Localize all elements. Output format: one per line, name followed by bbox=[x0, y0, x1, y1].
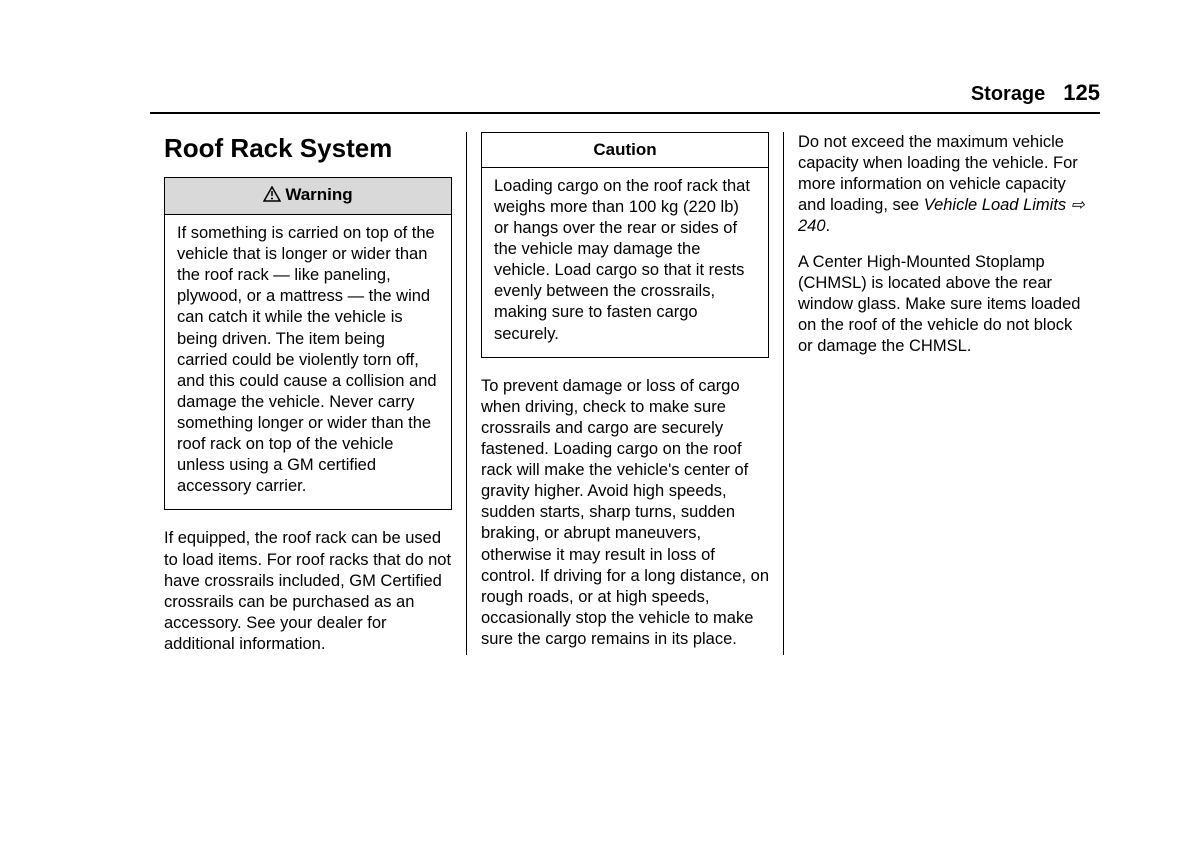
warning-box: Warning If something is carried on top o… bbox=[164, 177, 452, 510]
column-1: Roof Rack System Warning If something is… bbox=[150, 132, 466, 655]
page-number: 125 bbox=[1063, 80, 1100, 106]
caution-label: Caution bbox=[593, 140, 656, 159]
column-3: Do not exceed the maximum vehicle capaci… bbox=[783, 132, 1100, 655]
column-2: Caution Loading cargo on the roof rack t… bbox=[466, 132, 783, 655]
section-title: Storage bbox=[971, 83, 1045, 106]
cross-reference-link[interactable]: Vehicle Load Limits bbox=[924, 196, 1066, 214]
col1-paragraph: If equipped, the roof rack can be used t… bbox=[164, 528, 452, 655]
content-columns: Roof Rack System Warning If something is… bbox=[150, 132, 1100, 655]
caution-header: Caution bbox=[482, 133, 768, 168]
col2-paragraph: To prevent damage or loss of cargo when … bbox=[481, 376, 769, 650]
col3-p1-end: . bbox=[826, 217, 831, 235]
warning-header: Warning bbox=[165, 178, 451, 215]
col3-paragraph-2: A Center High-Mounted Stoplamp (CHMSL) i… bbox=[798, 252, 1086, 358]
warning-triangle-icon bbox=[263, 186, 281, 208]
page-header: Storage 125 bbox=[150, 80, 1100, 114]
warning-label: Warning bbox=[285, 185, 352, 204]
caution-body: Loading cargo on the roof rack that weig… bbox=[482, 168, 768, 357]
manual-page: Storage 125 Roof Rack System Warning If … bbox=[0, 0, 1200, 695]
warning-body: If something is carried on top of the ve… bbox=[165, 215, 451, 509]
col3-paragraph-1: Do not exceed the maximum vehicle capaci… bbox=[798, 132, 1086, 238]
topic-title: Roof Rack System bbox=[164, 132, 452, 165]
caution-box: Caution Loading cargo on the roof rack t… bbox=[481, 132, 769, 358]
